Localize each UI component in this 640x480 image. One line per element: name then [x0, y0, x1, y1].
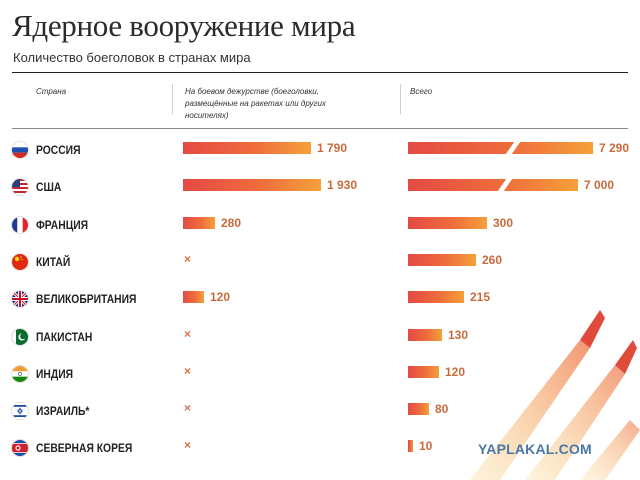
- country-label: КИТАЙ: [36, 254, 71, 269]
- chart-row: СЕВЕРНАЯ КОРЕЯ × 10: [0, 434, 640, 464]
- total-value-label: 80: [435, 402, 449, 417]
- france-flag-icon: [12, 216, 28, 233]
- total-bar: [408, 216, 487, 229]
- chart-title: Ядерное вооружение мира: [12, 8, 356, 43]
- pakistan-flag-icon: [12, 328, 28, 345]
- chart-row: ПАКИСТАН × 130: [0, 323, 640, 353]
- country-label: СЕВЕРНАЯ КОРЕЯ: [36, 441, 133, 456]
- no-data-marker: ×: [184, 251, 192, 266]
- deployed-value-label: 120: [210, 290, 231, 305]
- country-label: ВЕЛИКОБРИТАНИЯ: [36, 292, 137, 307]
- chart-row: РОССИЯ 1 790 7 290: [0, 136, 640, 166]
- total-value-label: 260: [482, 252, 503, 267]
- column-header-country: Страна: [36, 87, 67, 96]
- india-flag-icon: [12, 365, 28, 382]
- total-value-label: 130: [448, 327, 469, 342]
- chart-row: КИТАЙ × 260: [0, 248, 640, 278]
- chart-row: ФРАНЦИЯ 280 300: [0, 211, 640, 241]
- uk-flag-icon: [12, 291, 28, 308]
- column-header-total: Всего: [410, 87, 433, 96]
- chart-row: ИНДИЯ × 120: [0, 360, 640, 390]
- axis-break-mark: [497, 179, 512, 192]
- total-value-label: 300: [493, 215, 514, 230]
- total-bar: [408, 142, 593, 154]
- deployed-bar: [183, 179, 321, 192]
- no-data-marker: ×: [184, 401, 192, 416]
- total-value-label: 215: [470, 290, 491, 305]
- total-value-label: 10: [419, 439, 433, 454]
- total-value-label: 7 290: [599, 141, 630, 155]
- column-header-rule: [12, 128, 628, 129]
- chart-row: США 1 930 7 000: [0, 173, 640, 203]
- total-bar: [408, 440, 413, 453]
- country-label: США: [36, 180, 62, 195]
- total-bar: [408, 365, 439, 378]
- chart-subtitle: Количество боеголовок в странах мира: [13, 50, 251, 65]
- total-bar: [408, 291, 464, 304]
- total-bar: [408, 179, 578, 192]
- deployed-value-label: 280: [221, 215, 242, 230]
- north-korea-flag-icon: [12, 440, 28, 457]
- watermark: YAPLAKAL.COM: [478, 441, 592, 457]
- column-separator: [400, 84, 401, 114]
- deployed-bar: [183, 291, 204, 304]
- deployed-bar: [183, 216, 215, 229]
- country-label: ИЗРАИЛЬ*: [36, 404, 90, 419]
- country-label: РОССИЯ: [36, 143, 81, 157]
- israel-flag-icon: [12, 403, 28, 420]
- china-flag-icon: [12, 253, 28, 270]
- country-label: ПАКИСТАН: [36, 329, 93, 344]
- missile-illustration: [470, 310, 640, 480]
- total-bar: [408, 253, 476, 266]
- header-rule: [12, 72, 628, 73]
- axis-break-mark: [505, 142, 520, 154]
- country-label: ИНДИЯ: [36, 366, 74, 381]
- deployed-value-label: 1 790: [317, 141, 348, 155]
- total-value-label: 120: [445, 364, 466, 379]
- column-separator: [172, 84, 173, 114]
- no-data-marker: ×: [184, 363, 192, 378]
- no-data-marker: ×: [184, 326, 192, 341]
- total-value-label: 7 000: [584, 178, 615, 193]
- usa-flag-icon: [12, 179, 28, 196]
- deployed-value-label: 1 930: [327, 178, 358, 193]
- country-label: ФРАНЦИЯ: [36, 217, 89, 232]
- no-data-marker: ×: [184, 438, 192, 453]
- total-bar: [408, 328, 442, 341]
- column-header-deployed: На боевом дежурстве (боеголовки, размещё…: [185, 87, 326, 120]
- russia-flag-icon: [12, 142, 28, 158]
- deployed-bar: [183, 142, 311, 154]
- chart-row: ИЗРАИЛЬ* × 80: [0, 397, 640, 427]
- chart-row: ВЕЛИКОБРИТАНИЯ 120 215: [0, 285, 640, 315]
- total-bar: [408, 403, 429, 416]
